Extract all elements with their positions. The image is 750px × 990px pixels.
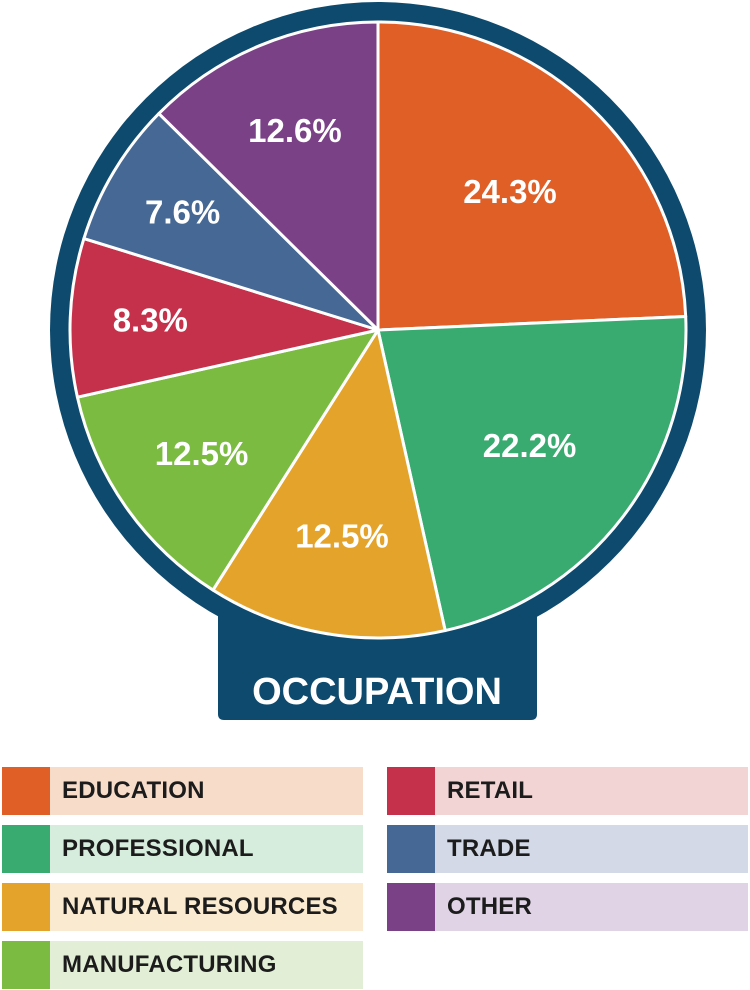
chart-title: OCCUPATION <box>252 671 502 713</box>
legend-item-natural-resources: NATURAL RESOURCES <box>2 883 363 931</box>
slice-value-label: 8.3% <box>113 302 188 339</box>
slice-value-label: 12.5% <box>295 517 389 554</box>
pie-slice-natural-resources <box>211 328 447 640</box>
title-banner <box>218 612 537 720</box>
legend-swatch <box>387 825 435 873</box>
pie-slices <box>68 20 688 640</box>
legend-swatch <box>387 883 435 931</box>
legend-label: EDUCATION <box>62 777 205 804</box>
legend-item-other: OTHER <box>387 883 748 931</box>
slice-value-label: 12.5% <box>155 435 249 472</box>
legend-label: PROFESSIONAL <box>62 835 254 862</box>
legend-item-professional: PROFESSIONAL <box>2 825 363 873</box>
slice-value-label: 22.2% <box>483 427 577 464</box>
legend-item-trade: TRADE <box>387 825 748 873</box>
slice-value-label: 12.6% <box>248 112 342 149</box>
pie-slice-other <box>157 20 380 332</box>
legend-swatch <box>2 767 50 815</box>
legend-item-manufacturing: MANUFACTURING <box>2 941 363 989</box>
slice-value-label: 7.6% <box>145 194 220 231</box>
legend-label: OTHER <box>447 893 532 920</box>
pie-slice-professional <box>376 314 688 633</box>
legend-swatch <box>2 941 50 989</box>
legend-item-education: EDUCATION <box>2 767 363 815</box>
pie-slice-labels: 24.3% 22.2% 12.5% 12.5% 8.3% 7.6% 12.6% <box>113 112 577 554</box>
legend-swatch <box>387 767 435 815</box>
pie-slice-education <box>376 20 688 332</box>
legend-label: NATURAL RESOURCES <box>62 893 338 920</box>
pie-slice-manufacturing <box>75 328 380 592</box>
legend-label: TRADE <box>447 835 531 862</box>
legend-label: RETAIL <box>447 777 534 804</box>
legend-swatch <box>2 825 50 873</box>
pie-slice-trade <box>82 112 380 332</box>
slice-value-label: 24.3% <box>463 173 557 210</box>
legend-item-retail: RETAIL <box>387 767 748 815</box>
legend-label: MANUFACTURING <box>62 951 277 978</box>
legend-swatch <box>2 883 50 931</box>
pie-slice-retail <box>68 237 380 399</box>
